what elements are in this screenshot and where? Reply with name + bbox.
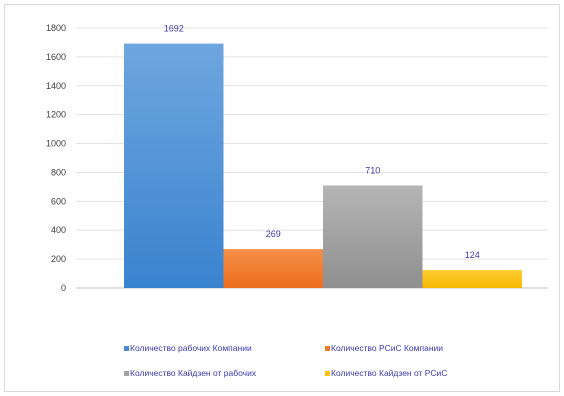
legend-swatch-4: [325, 371, 330, 376]
bar-2: [223, 249, 323, 288]
legend-swatch-2: [325, 346, 330, 351]
legend-label-2: Количество РСиС Компании: [331, 343, 443, 353]
data-label-3: 710: [365, 165, 380, 175]
y-tick-label: 1600: [46, 52, 66, 62]
legend-swatch-1: [124, 346, 129, 351]
data-label-2: 269: [266, 229, 281, 239]
bar-1: [124, 43, 224, 288]
data-label-1: 1692: [164, 24, 184, 34]
legend-label-4: Количество Кайдзен от РСиС: [331, 368, 447, 378]
y-tick-label: 400: [51, 225, 66, 235]
y-tick-label: 1800: [46, 23, 66, 33]
y-tick-label: 0: [61, 283, 66, 293]
y-tick-label: 1200: [46, 110, 66, 120]
bar-4: [422, 270, 522, 288]
legend-label-3: Количество Кайдзен от рабочих: [130, 368, 257, 378]
y-tick-label: 200: [51, 254, 66, 264]
y-tick-label: 1000: [46, 139, 66, 149]
bar-3: [323, 185, 423, 288]
legend-label-1: Количество рабочих Компании: [130, 343, 252, 353]
chart-frame: [4, 4, 560, 392]
y-tick-label: 1400: [46, 81, 66, 91]
legend-swatch-3: [124, 371, 129, 376]
data-label-4: 124: [465, 250, 480, 260]
y-tick-label: 600: [51, 196, 66, 206]
y-tick-label: 800: [51, 167, 66, 177]
